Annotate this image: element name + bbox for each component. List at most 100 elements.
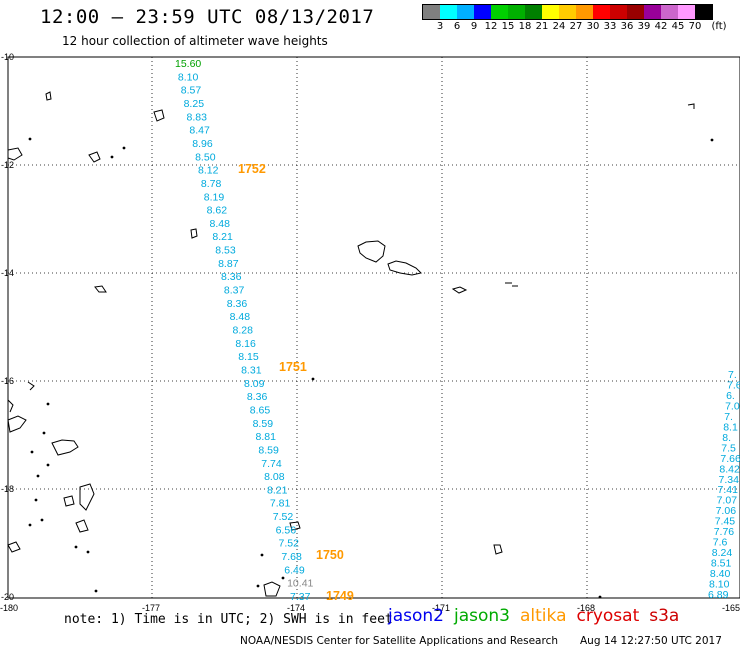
wave-height-value: 8.48 <box>230 311 251 323</box>
wave-height-value: 8.10 <box>709 579 730 591</box>
satellite-name: jason3 <box>454 606 510 626</box>
color-swatch <box>610 5 627 19</box>
color-swatch <box>678 5 695 19</box>
page-title: 12:00 – 23:59 UTC 08/13/2017 <box>40 6 375 28</box>
island-samoa-upolu <box>387 260 422 276</box>
lon-tick: -165 <box>722 603 740 613</box>
color-scale-label: 30 <box>586 21 600 32</box>
color-scale-label: 70 <box>688 21 702 32</box>
island-tuvalu-d <box>7 147 23 161</box>
wave-height-value: 6.89 <box>708 589 729 601</box>
wave-height-value: 8.37 <box>224 285 245 297</box>
color-swatch <box>661 5 678 19</box>
satellite-name: cryosat <box>576 606 640 626</box>
satellite-name: altika <box>520 606 567 626</box>
color-scale-label: 9 <box>470 21 478 32</box>
color-swatch <box>508 5 525 19</box>
color-scale-bar <box>422 4 713 20</box>
color-scale-label: 39 <box>637 21 651 32</box>
wave-height-value: 8.31 <box>241 365 262 377</box>
color-scale-label: 15 <box>501 21 515 32</box>
wave-height-value: 8.08 <box>264 471 285 483</box>
lat-tick: -16 <box>1 376 14 386</box>
lon-tick: -174 <box>287 603 305 613</box>
color-scale-label: 27 <box>569 21 583 32</box>
lon-tick-labels: -180 -177 -174 -171 -168 -165 <box>0 603 740 613</box>
wave-height-value: 7.07 <box>717 495 738 507</box>
color-scale-label: 24 <box>552 21 566 32</box>
lat-tick-labels: -10 -12 -14 -16 -18 -20 <box>1 52 14 602</box>
wave-height-value: 8.09 <box>244 378 265 390</box>
wave-height-value: 7. <box>728 369 737 381</box>
wave-height-value: 8.53 <box>215 245 236 257</box>
wave-height-value: 7. <box>724 411 733 423</box>
island-fiji-d <box>63 495 75 507</box>
page-subtitle: 12 hour collection of altimeter wave hei… <box>62 34 328 48</box>
color-scale-labels: 3 6 9 12 15 18 21 24 27 30 33 36 39 42 45 70 (ft) <box>422 20 727 34</box>
wave-height-value: 7.37 <box>290 591 311 603</box>
satellite-legend: jason2 jason3 altika cryosat s3a <box>388 606 689 626</box>
color-scale-label: 3 <box>436 21 444 32</box>
lat-tick: -12 <box>1 160 14 170</box>
lat-tick: -18 <box>1 484 14 494</box>
lon-tick: -171 <box>432 603 450 613</box>
island-fiji-a <box>51 439 79 456</box>
wave-height-value: 8.36 <box>221 271 242 283</box>
credit-text: NOAA/NESDIS Center for Satellite Applica… <box>240 635 558 647</box>
wave-height-value: 8.83 <box>187 111 208 123</box>
wave-height-value: 8.57 <box>181 85 202 97</box>
wave-height-value: 15.60 <box>175 58 201 70</box>
wave-height-value: 8.36 <box>247 391 268 403</box>
color-swatch <box>576 5 593 19</box>
island-samoa-savaii <box>357 240 386 263</box>
color-swatch <box>644 5 661 19</box>
color-swatch <box>440 5 457 19</box>
island-manua <box>505 282 518 287</box>
color-swatch <box>627 5 644 19</box>
wave-height-value: 8.81 <box>256 431 277 443</box>
wave-height-value: 8.16 <box>235 338 256 350</box>
small-islets <box>28 137 714 599</box>
wave-height-value: 8.15 <box>238 351 259 363</box>
island-fiji-b <box>7 399 14 413</box>
island-niue <box>493 544 503 555</box>
lon-tick: -168 <box>577 603 595 613</box>
wave-height-value: 8.1 <box>723 421 738 433</box>
color-swatch <box>542 5 559 19</box>
wave-height-value: 7.76 <box>714 526 735 538</box>
color-swatch <box>525 5 542 19</box>
wave-height-value: 8.21 <box>267 484 288 496</box>
color-swatch <box>423 5 440 19</box>
time-label: 1750 <box>316 548 344 562</box>
color-swatch <box>559 5 576 19</box>
lon-tick: -180 <box>0 603 18 613</box>
wave-height-value: 8.40 <box>710 568 731 580</box>
island-tuvalu-b <box>45 91 52 101</box>
wave-height-value: 8.19 <box>204 191 225 203</box>
color-scale-label: 45 <box>671 21 685 32</box>
wave-height-value: 8.12 <box>198 165 219 177</box>
wave-height-value: 8.78 <box>201 178 222 190</box>
wave-height-value: 8. <box>722 432 731 444</box>
wave-height-value: 8.65 <box>250 404 271 416</box>
island-wallis <box>190 228 198 239</box>
lat-tick: -14 <box>1 268 14 278</box>
time-label: 1752 <box>238 162 266 176</box>
time-label: 1749 <box>326 589 354 603</box>
wave-height-value: 8.87 <box>218 258 239 270</box>
time-labels: 1752 1751 1750 1749 <box>238 162 354 603</box>
color-swatch <box>457 5 474 19</box>
color-swatch <box>474 5 491 19</box>
island-tonga-b <box>263 581 281 597</box>
wave-height-value: 8.62 <box>207 205 228 217</box>
color-scale-label: 42 <box>654 21 668 32</box>
time-label: 1751 <box>279 360 307 374</box>
satellite-name: jason2 <box>388 606 444 626</box>
wave-height-value: 8.25 <box>184 98 205 110</box>
wave-height-value: 8.42 <box>719 463 740 475</box>
color-swatch <box>695 5 712 19</box>
satellite-name: s3a <box>649 606 680 626</box>
wave-height-value: 7.41 <box>718 484 739 496</box>
wave-height-value: 7.68 <box>281 551 302 563</box>
